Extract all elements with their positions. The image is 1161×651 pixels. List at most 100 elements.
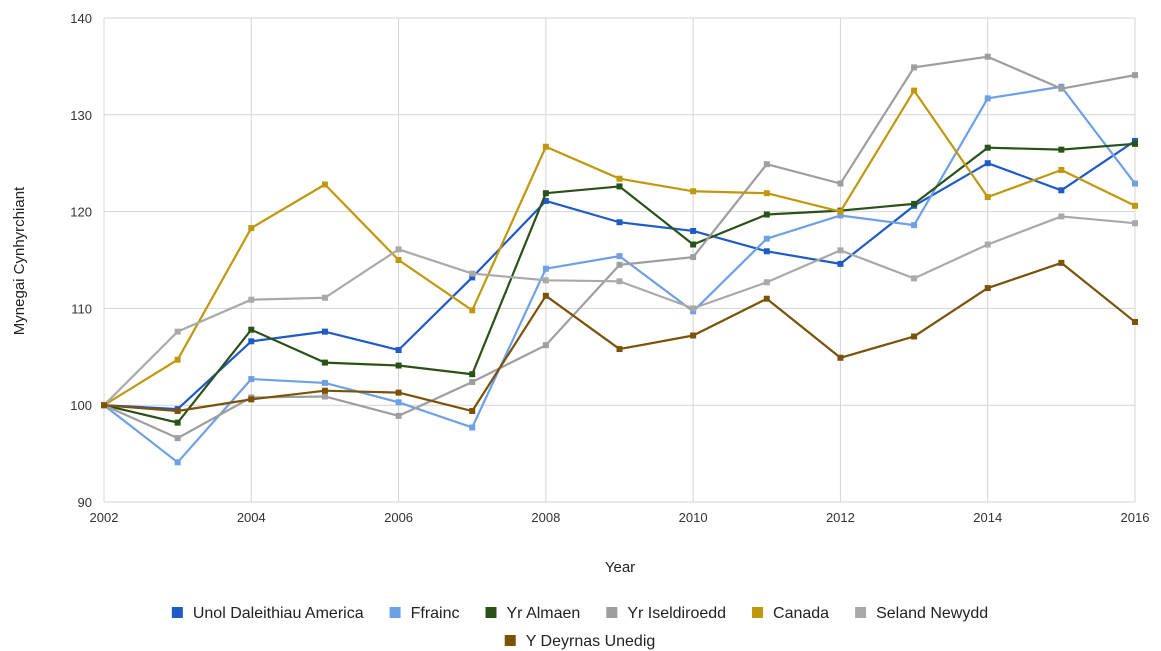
legend: Unol Daleithiau America Ffrainc Yr Almaen Y…: [171, 605, 988, 650]
x-tick-label: 2014: [973, 510, 1002, 525]
data-point: [248, 396, 255, 403]
legend-swatch: [752, 607, 764, 618]
series: [101, 259, 1138, 415]
legend-swatch: [485, 607, 497, 618]
legend-item: Yr Iseldiroedd: [606, 605, 726, 622]
data-point: [395, 399, 402, 406]
data-point: [248, 225, 255, 232]
x-tick-label: 2016: [1121, 510, 1150, 525]
data-point: [616, 253, 623, 260]
data-point: [321, 387, 328, 394]
series: [101, 87, 1138, 409]
data-point: [984, 160, 991, 167]
data-point: [911, 200, 918, 207]
data-point: [1058, 166, 1065, 173]
y-tick-label: 90: [78, 495, 92, 510]
data-point: [1058, 146, 1065, 153]
data-point: [248, 376, 255, 383]
y-tick-label: 110: [71, 301, 92, 316]
data-point: [911, 275, 918, 282]
data-point: [763, 235, 770, 242]
data-point: [616, 278, 623, 285]
legend-label: Unol Daleithiau America: [193, 605, 364, 622]
data-point: [1058, 85, 1065, 92]
data-point: [248, 326, 255, 333]
data-point: [616, 219, 623, 226]
legend-label: Ffrainc: [411, 605, 460, 622]
series: [101, 83, 1138, 466]
data-point: [911, 64, 918, 71]
data-point: [395, 347, 402, 354]
data-point: [542, 143, 549, 150]
data-point: [1058, 187, 1065, 194]
legend-item: Canada: [752, 605, 829, 622]
data-point: [174, 419, 181, 426]
axis-layer: 90 100 110 120 130 140 2002 2004 2006 2008 2010 201…: [70, 11, 1149, 525]
data-point: [1058, 259, 1065, 266]
legend-label: Yr Iseldiroedd: [627, 605, 726, 622]
data-point: [469, 408, 476, 415]
data-point: [984, 95, 991, 102]
data-point: [469, 274, 476, 281]
data-point: [616, 183, 623, 190]
data-point: [248, 296, 255, 303]
data-point: [1132, 140, 1138, 147]
data-point: [690, 254, 697, 261]
data-point: [542, 292, 549, 299]
data-point: [174, 356, 181, 363]
data-point: [690, 241, 697, 248]
data-point: [542, 197, 549, 204]
data-point: [763, 279, 770, 286]
y-tick-label: 120: [70, 205, 92, 220]
series-layer: [101, 53, 1138, 466]
data-point: [542, 190, 549, 197]
data-point: [395, 246, 402, 253]
legend-label: Y Deyrnas Unedig: [526, 633, 656, 650]
data-point: [1132, 220, 1138, 227]
data-point: [984, 144, 991, 151]
data-point: [837, 180, 844, 187]
data-point: [616, 175, 623, 182]
legend-item: Seland Newydd: [855, 605, 988, 622]
y-tick-label: 140: [70, 11, 92, 26]
legend-swatch: [389, 607, 401, 618]
data-point: [542, 342, 549, 349]
x-tick-label: 2008: [531, 510, 560, 525]
data-point: [984, 194, 991, 201]
data-point: [174, 435, 181, 442]
data-point: [1132, 202, 1138, 209]
data-point: [837, 247, 844, 254]
data-point: [321, 294, 328, 301]
data-point: [321, 359, 328, 366]
data-point: [395, 362, 402, 369]
legend-swatch: [855, 607, 867, 618]
data-point: [984, 53, 991, 60]
data-point: [321, 393, 328, 400]
x-tick-label: 2006: [384, 510, 413, 525]
data-point: [395, 412, 402, 419]
data-point: [837, 260, 844, 267]
data-point: [837, 354, 844, 361]
x-axis-title: Year: [605, 559, 635, 576]
data-point: [321, 328, 328, 335]
data-point: [174, 459, 181, 466]
data-point: [690, 227, 697, 234]
data-point: [248, 338, 255, 345]
data-point: [174, 408, 181, 415]
data-point: [1058, 213, 1065, 220]
series-line: [103, 261, 1136, 413]
data-point: [469, 424, 476, 431]
data-point: [174, 328, 181, 335]
data-point: [911, 222, 918, 229]
x-tick-label: 2004: [237, 510, 266, 525]
data-point: [763, 211, 770, 218]
x-tick-label: 2012: [826, 510, 855, 525]
data-point: [616, 346, 623, 353]
data-point: [542, 265, 549, 272]
legend-label: Canada: [773, 605, 829, 622]
data-point: [469, 378, 476, 385]
data-point: [911, 333, 918, 340]
data-point: [837, 212, 844, 219]
data-point: [542, 277, 549, 284]
data-point: [1132, 72, 1138, 79]
